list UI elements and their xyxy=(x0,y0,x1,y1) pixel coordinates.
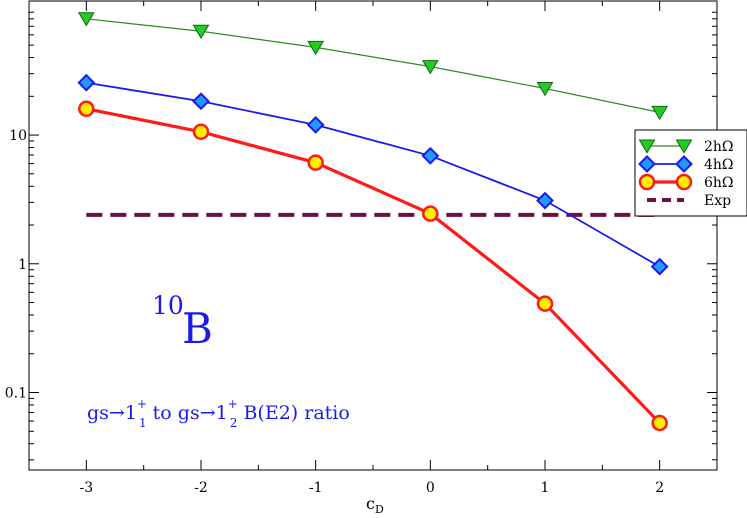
series-line xyxy=(86,81,661,268)
data-point xyxy=(536,191,554,210)
data-point xyxy=(306,115,325,134)
data-point xyxy=(536,295,554,312)
legend-label: Exp xyxy=(704,193,731,209)
x-tick-label: -2 xyxy=(194,480,208,496)
data-point xyxy=(421,60,439,75)
legend: 2hΩ 4hΩ 6hΩ Exp xyxy=(634,129,747,217)
legend-marker xyxy=(675,139,693,154)
nucleus-symbol: B xyxy=(182,304,213,353)
legend-marker xyxy=(638,139,656,154)
data-point xyxy=(421,146,440,165)
y-tick-label: 1 xyxy=(18,257,27,273)
data-point xyxy=(77,73,96,92)
data-point xyxy=(307,40,325,56)
data-point xyxy=(192,92,210,111)
data-point xyxy=(77,12,95,27)
legend-marker xyxy=(675,173,693,191)
series-1 xyxy=(77,12,669,121)
series-3 xyxy=(78,100,668,432)
data-point xyxy=(78,100,95,118)
series-line xyxy=(86,107,661,425)
data-point xyxy=(536,81,554,97)
data-point xyxy=(650,257,669,276)
legend-label: 6hΩ xyxy=(704,175,734,191)
legend-marker xyxy=(638,173,656,191)
series-line xyxy=(86,18,660,113)
legend-label: 2hΩ xyxy=(704,139,734,155)
axes: -3 -2 -1 0 1 2 0.1 1 10 xyxy=(5,1,718,496)
data-point xyxy=(422,205,439,222)
x-tick-label: 2 xyxy=(655,480,664,496)
plot-frame xyxy=(28,0,718,471)
x-axis-label: cD xyxy=(366,494,384,516)
ratio-annotation: gs→1+ 1 to gs→1+ 2 B(E2) ratio xyxy=(87,397,350,430)
legend-marker xyxy=(638,155,656,173)
series-2 xyxy=(77,73,669,276)
legend-label: 4hΩ xyxy=(704,157,734,173)
data-point xyxy=(192,123,210,141)
y-tick-label: 10 xyxy=(9,128,27,144)
data-point xyxy=(651,414,668,432)
x-tick-label: -1 xyxy=(309,480,323,496)
y-tick-label: 0.1 xyxy=(5,386,27,402)
x-tick-label: -3 xyxy=(80,480,94,496)
data-point xyxy=(651,105,669,121)
data-point xyxy=(192,24,210,40)
x-tick-label: 0 xyxy=(426,480,435,496)
nucleus-annotation: 10 B xyxy=(152,291,213,353)
series-layer xyxy=(77,12,669,432)
x-tick-label: 1 xyxy=(541,480,550,496)
data-point xyxy=(307,154,324,171)
legend-marker xyxy=(675,155,693,173)
nucleus-mass-number: 10 xyxy=(152,291,184,320)
